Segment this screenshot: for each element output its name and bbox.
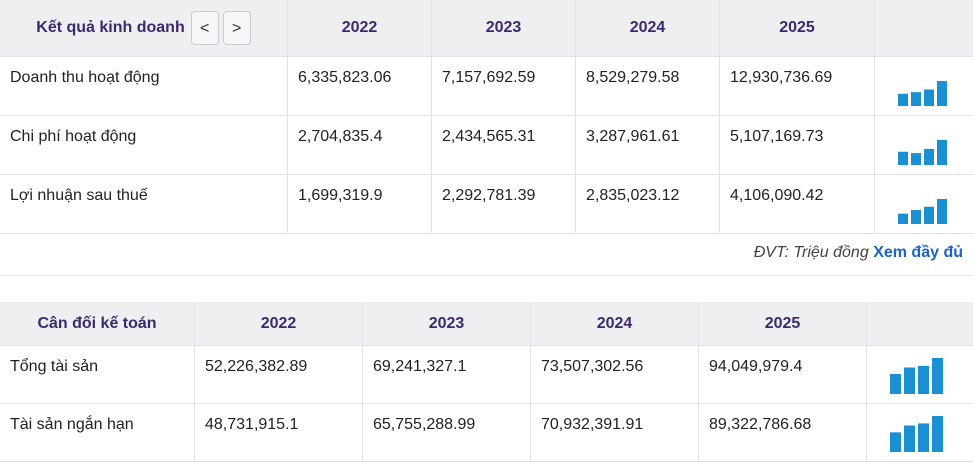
header-blank — [875, 0, 973, 57]
next-button[interactable]: > — [222, 11, 251, 45]
sparkline-bar — [890, 432, 901, 452]
year-header: 2024 — [576, 0, 720, 57]
sparkline-bar — [918, 423, 929, 452]
value-cell: 73,507,302.56 — [531, 346, 699, 404]
value-cell: 2,704,835.4 — [288, 116, 432, 175]
value-cell: 4,106,090.42 — [720, 175, 875, 234]
sparkline — [898, 140, 947, 165]
sparkline-cell — [875, 57, 973, 116]
sparkline-bar — [890, 374, 901, 394]
sparkline-cell — [867, 346, 973, 404]
value-cell: 94,049,979.4 — [699, 346, 867, 404]
value-cell: 2,835,023.12 — [576, 175, 720, 234]
sparkline-bar — [904, 425, 915, 452]
sparkline-bar — [898, 93, 908, 106]
prev-button[interactable]: < — [190, 11, 219, 45]
header-title: Kết quả kinh doanh < > — [0, 0, 288, 57]
row-label: Chi phí hoạt động — [0, 116, 288, 175]
value-cell: 5,107,169.73 — [720, 116, 875, 175]
year-header: 2025 — [699, 302, 867, 346]
table-footer: ĐVT: Triệu đồng Xem đầy đủ — [0, 233, 973, 276]
year-header: 2024 — [531, 302, 699, 346]
year-header: 2022 — [195, 302, 363, 346]
value-cell: 8,529,279.58 — [576, 57, 720, 116]
sparkline-bar — [898, 151, 908, 165]
sparkline-bar — [937, 140, 947, 165]
unit-note: ĐVT: Triệu đồng — [753, 244, 869, 261]
sparkline-bar — [918, 365, 929, 394]
sparkline-bar — [924, 89, 934, 106]
sparkline — [890, 416, 943, 452]
header-title: Cân đối kế toán — [0, 302, 195, 346]
sparkline-bar — [911, 92, 921, 106]
sparkline-bar — [911, 153, 921, 165]
view-all-link[interactable]: Xem đầy đủ — [873, 244, 963, 261]
sparkline — [890, 358, 943, 394]
value-cell: 6,335,823.06 — [288, 57, 432, 116]
row-label: Tổng tài sản — [0, 346, 195, 404]
value-cell: 69,241,327.1 — [363, 346, 531, 404]
sparkline-bar — [937, 81, 947, 106]
sparkline-bar — [898, 213, 908, 224]
row-label: Doanh thu hoạt động — [0, 57, 288, 116]
year-header: 2022 — [288, 0, 432, 57]
value-cell: 1,699,319.9 — [288, 175, 432, 234]
year-header: 2025 — [720, 0, 875, 57]
value-cell: 89,322,786.68 — [699, 404, 867, 462]
row-label: Tài sản ngắn hạn — [0, 404, 195, 462]
value-cell: 2,292,781.39 — [432, 175, 576, 234]
value-cell: 7,157,692.59 — [432, 57, 576, 116]
sparkline-bar — [924, 206, 934, 224]
value-cell: 70,932,391.91 — [531, 404, 699, 462]
year-header: 2023 — [363, 302, 531, 346]
sparkline-bar — [932, 358, 943, 394]
sparkline-bar — [937, 199, 947, 224]
value-cell: 2,434,565.31 — [432, 116, 576, 175]
value-cell: 48,731,915.1 — [195, 404, 363, 462]
value-cell: 65,755,288.99 — [363, 404, 531, 462]
year-header: 2023 — [432, 0, 576, 57]
row-label: Lợi nhuận sau thuế — [0, 175, 288, 234]
title-text: Cân đối kế toán — [37, 314, 157, 332]
value-cell: 12,930,736.69 — [720, 57, 875, 116]
title-text: Kết quả kinh doanh — [36, 19, 185, 36]
header-blank — [867, 302, 973, 346]
sparkline-cell — [867, 404, 973, 462]
sparkline-bar — [904, 367, 915, 394]
value-cell: 3,287,961.61 — [576, 116, 720, 175]
sparkline — [898, 199, 947, 224]
sparkline-cell — [875, 116, 973, 175]
sparkline-bar — [924, 148, 934, 165]
sparkline — [898, 81, 947, 106]
value-cell: 52,226,382.89 — [195, 346, 363, 404]
sparkline-bar — [911, 210, 921, 224]
sparkline-bar — [932, 416, 943, 452]
sparkline-cell — [875, 175, 973, 234]
